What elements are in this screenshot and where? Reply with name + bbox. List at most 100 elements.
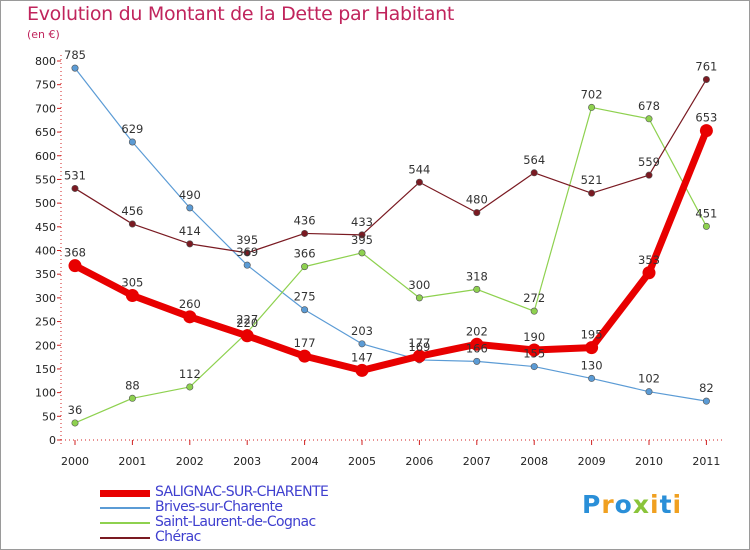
data-label: 629 bbox=[121, 122, 143, 136]
y-tick-label: 750 bbox=[35, 79, 56, 92]
data-point bbox=[128, 138, 136, 146]
data-point bbox=[530, 363, 538, 371]
data-label: 653 bbox=[695, 111, 717, 125]
data-point bbox=[298, 349, 312, 363]
data-label: 395 bbox=[236, 233, 258, 247]
data-point bbox=[301, 306, 309, 314]
data-label: 544 bbox=[408, 162, 430, 176]
x-tick-label: 2011 bbox=[692, 455, 720, 468]
series-line bbox=[74, 78, 708, 254]
data-point bbox=[125, 289, 139, 303]
x-tick-label: 2001 bbox=[118, 455, 146, 468]
series-line bbox=[74, 106, 708, 424]
logo-letter: o bbox=[614, 490, 633, 519]
legend-label: Chérac bbox=[155, 529, 201, 545]
data-label: 305 bbox=[121, 276, 143, 290]
data-label: 369 bbox=[236, 245, 258, 259]
legend-label: SALIGNAC-SUR-CHARENTE bbox=[155, 484, 329, 500]
data-point bbox=[301, 229, 309, 237]
data-label: 480 bbox=[466, 193, 488, 207]
logo-letter: i bbox=[672, 490, 683, 519]
logo-letter: i bbox=[650, 490, 660, 519]
x-tick-label: 2008 bbox=[520, 455, 548, 468]
data-label: 220 bbox=[236, 316, 258, 330]
data-point bbox=[588, 103, 596, 111]
logo-letter: r bbox=[601, 490, 615, 519]
data-point bbox=[68, 259, 82, 273]
data-point bbox=[243, 249, 251, 257]
data-label: 177 bbox=[408, 336, 430, 350]
y-tick-label: 500 bbox=[35, 197, 56, 210]
data-label: 260 bbox=[179, 297, 201, 311]
x-tick-label: 2002 bbox=[176, 455, 204, 468]
data-point bbox=[530, 307, 538, 315]
data-point bbox=[243, 261, 251, 269]
data-label: 202 bbox=[466, 324, 488, 338]
x-tick-label: 2006 bbox=[405, 455, 433, 468]
data-label: 102 bbox=[638, 372, 660, 386]
data-label: 366 bbox=[294, 247, 316, 261]
data-label: 785 bbox=[64, 48, 86, 62]
data-point bbox=[699, 124, 713, 138]
x-tick-label: 2004 bbox=[291, 455, 319, 468]
data-label: 368 bbox=[64, 246, 86, 260]
series-1 bbox=[68, 124, 713, 377]
x-tick-label: 2007 bbox=[463, 455, 491, 468]
y-tick-label: 550 bbox=[35, 173, 56, 186]
data-point bbox=[702, 75, 710, 83]
legend-swatch bbox=[100, 537, 150, 539]
series-line bbox=[74, 67, 708, 402]
y-tick-label: 800 bbox=[35, 55, 56, 68]
data-label: 112 bbox=[179, 367, 201, 381]
data-point bbox=[358, 231, 366, 239]
data-point bbox=[71, 64, 79, 72]
data-label: 564 bbox=[523, 153, 545, 167]
data-point bbox=[702, 222, 710, 230]
data-point bbox=[186, 240, 194, 248]
data-point bbox=[470, 337, 484, 351]
data-point bbox=[702, 397, 710, 405]
y-tick-label: 100 bbox=[35, 387, 56, 400]
data-labels: 368 305 260 220 177 147 177 202 190 195 353 653 785 6… bbox=[64, 48, 717, 417]
data-point bbox=[355, 363, 369, 377]
data-point bbox=[473, 357, 481, 365]
data-label: 88 bbox=[125, 378, 140, 392]
data-label: 531 bbox=[64, 168, 86, 182]
data-label: 36 bbox=[68, 403, 83, 417]
labels-series-4: 531 456 414 395 436 433 544 480 564 521 559 761 bbox=[64, 59, 717, 246]
data-label: 227 bbox=[236, 312, 258, 326]
data-point bbox=[585, 341, 599, 355]
y-tick-label: 650 bbox=[35, 126, 56, 139]
data-label: 272 bbox=[523, 291, 545, 305]
data-label: 414 bbox=[179, 224, 201, 238]
data-point bbox=[588, 189, 596, 197]
data-label: 395 bbox=[351, 233, 373, 247]
legend-label: Brives-sur-Charente bbox=[155, 499, 283, 515]
data-label: 433 bbox=[351, 215, 373, 229]
data-point bbox=[128, 394, 136, 402]
data-point bbox=[530, 169, 538, 177]
data-label: 275 bbox=[294, 290, 316, 304]
data-label: 521 bbox=[581, 173, 603, 187]
data-point bbox=[240, 329, 254, 343]
data-point bbox=[473, 285, 481, 293]
y-tick-label: 300 bbox=[35, 292, 56, 305]
series-line bbox=[71, 127, 710, 374]
data-label: 761 bbox=[695, 59, 717, 73]
data-label: 451 bbox=[695, 206, 717, 220]
data-point bbox=[588, 374, 596, 382]
series-2 bbox=[71, 64, 710, 405]
data-label: 300 bbox=[408, 278, 430, 292]
y-tick-label: 0 bbox=[49, 434, 56, 447]
y-tick-label: 350 bbox=[35, 268, 56, 281]
data-label: 169 bbox=[408, 340, 430, 354]
logo-letter: t bbox=[659, 490, 673, 519]
legend-swatch bbox=[100, 489, 150, 497]
series-layer bbox=[68, 64, 713, 427]
data-point bbox=[128, 220, 136, 228]
data-point bbox=[71, 184, 79, 192]
data-point bbox=[642, 266, 656, 280]
proxiti-logo: Proxiti bbox=[582, 490, 682, 519]
data-label: 195 bbox=[581, 328, 603, 342]
